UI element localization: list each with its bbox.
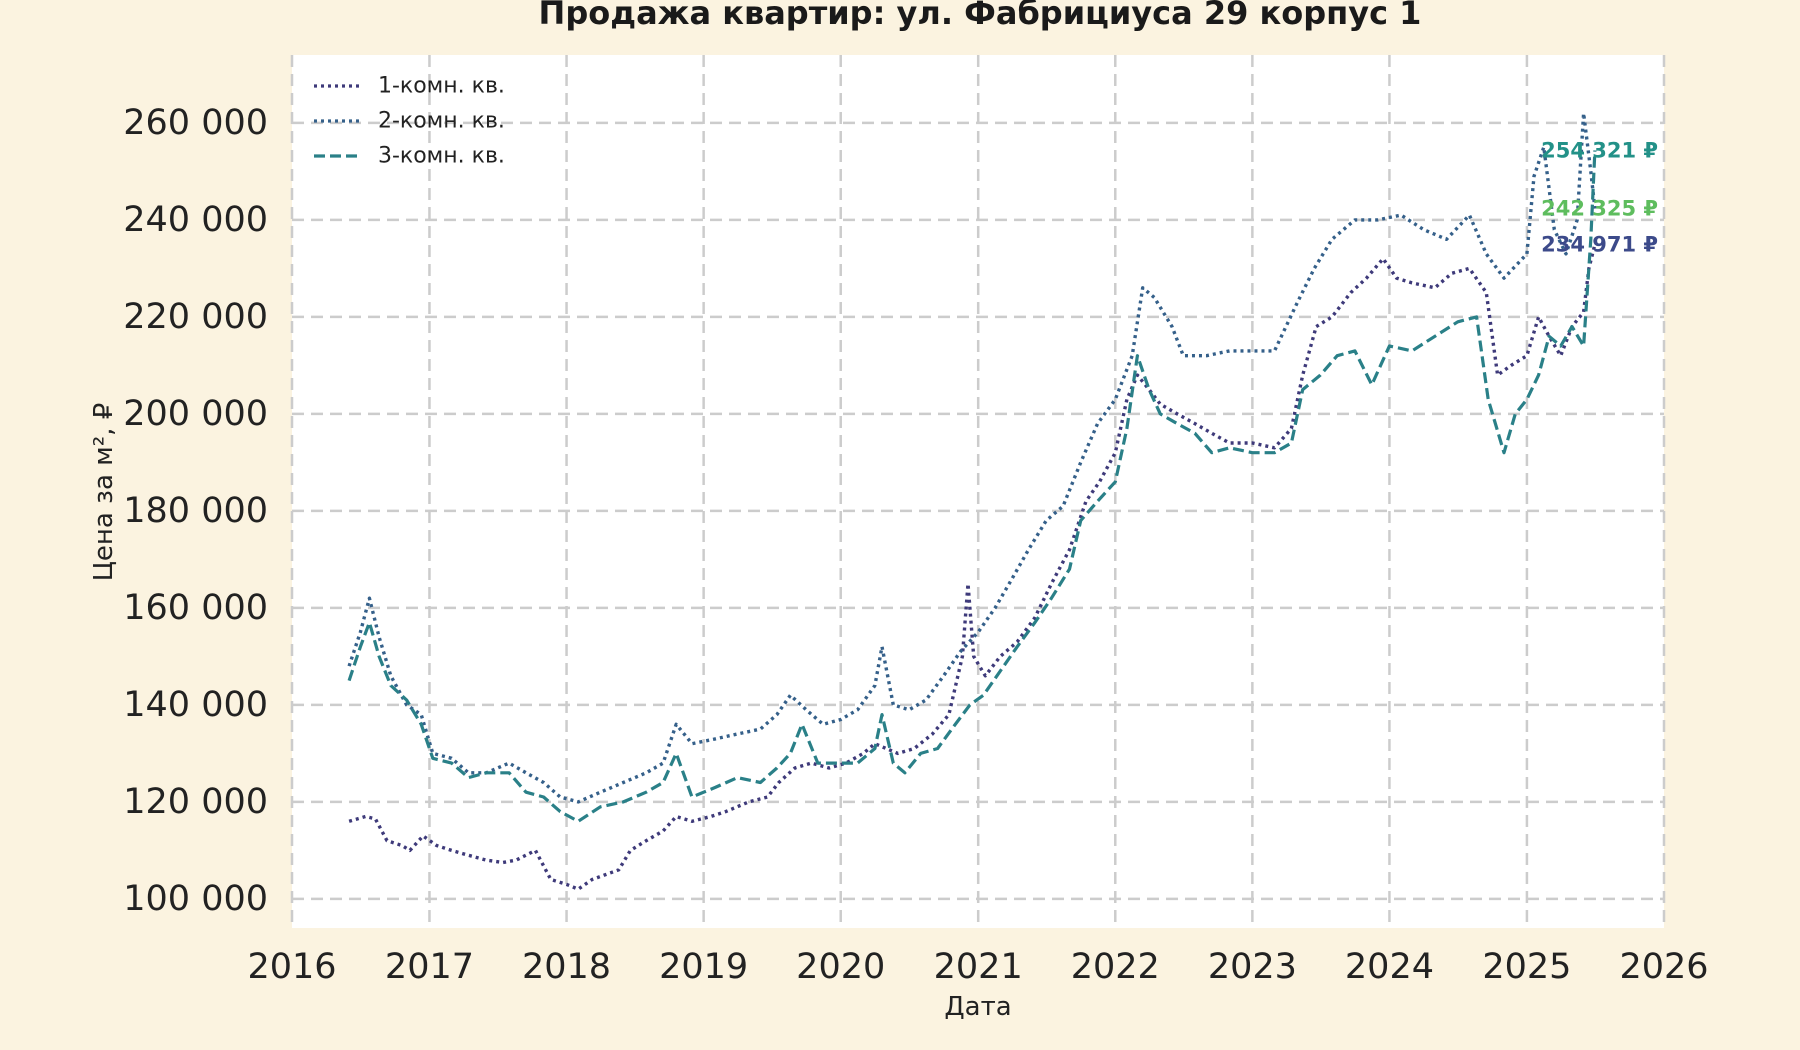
x-tick-label: 2021 <box>934 947 1023 987</box>
x-tick-label: 2026 <box>1619 947 1708 987</box>
chart-title: Продажа квартир: ул. Фабрициуса 29 корпу… <box>539 0 1422 32</box>
y-tick-label: 120 000 <box>123 782 268 822</box>
y-tick-label: 160 000 <box>123 588 268 628</box>
legend-entry: 3-комн. кв. <box>378 144 505 169</box>
x-tick-label: 2022 <box>1071 947 1160 987</box>
end-value-labels: 254 321 ₽ 242 325 ₽ 234 971 ₽ <box>1541 138 1658 256</box>
grid <box>290 55 1666 928</box>
legend-entry: 1-комн. кв. <box>378 74 505 99</box>
y-tick-label: 220 000 <box>123 297 268 337</box>
y-tick-label: 140 000 <box>123 685 268 725</box>
y-axis-label: Цена за м², ₽ <box>89 403 119 582</box>
x-tick-label: 2025 <box>1482 947 1571 987</box>
series-line-3 <box>347 150 1597 823</box>
y-tick-label: 100 000 <box>123 879 268 919</box>
x-tick-label: 2023 <box>1208 947 1297 987</box>
series-line-1 <box>348 243 1597 891</box>
y-tick-label: 240 000 <box>123 200 268 240</box>
y-tick-label: 180 000 <box>123 491 268 531</box>
x-tick-label: 2017 <box>385 947 474 987</box>
legend-entry: 2-комн. кв. <box>378 109 505 134</box>
x-axis-label: Дата <box>944 992 1011 1022</box>
x-tick-label: 2019 <box>659 947 748 987</box>
end-value-label: 242 325 ₽ <box>1541 197 1658 221</box>
x-tick-label: 2024 <box>1345 947 1434 987</box>
series-lines <box>347 111 1597 891</box>
x-tick-label: 2020 <box>796 947 885 987</box>
x-axis-ticks: 2016 2017 2018 2019 2020 2021 2022 2023 2024 2025… <box>247 947 1708 987</box>
legend: 1-комн. кв. 2-комн. кв. 3-комн. кв. <box>314 74 505 169</box>
y-tick-label: 200 000 <box>123 394 268 434</box>
series-line-2 <box>347 111 1597 804</box>
y-tick-label: 260 000 <box>123 103 268 143</box>
end-value-label: 234 971 ₽ <box>1541 232 1658 256</box>
y-axis-ticks: 100 000 120 000 140 000 160 000 180 000 200 0… <box>123 103 268 919</box>
x-tick-label: 2018 <box>522 947 611 987</box>
x-tick-label: 2016 <box>247 947 336 987</box>
end-value-label: 254 321 ₽ <box>1541 138 1658 162</box>
